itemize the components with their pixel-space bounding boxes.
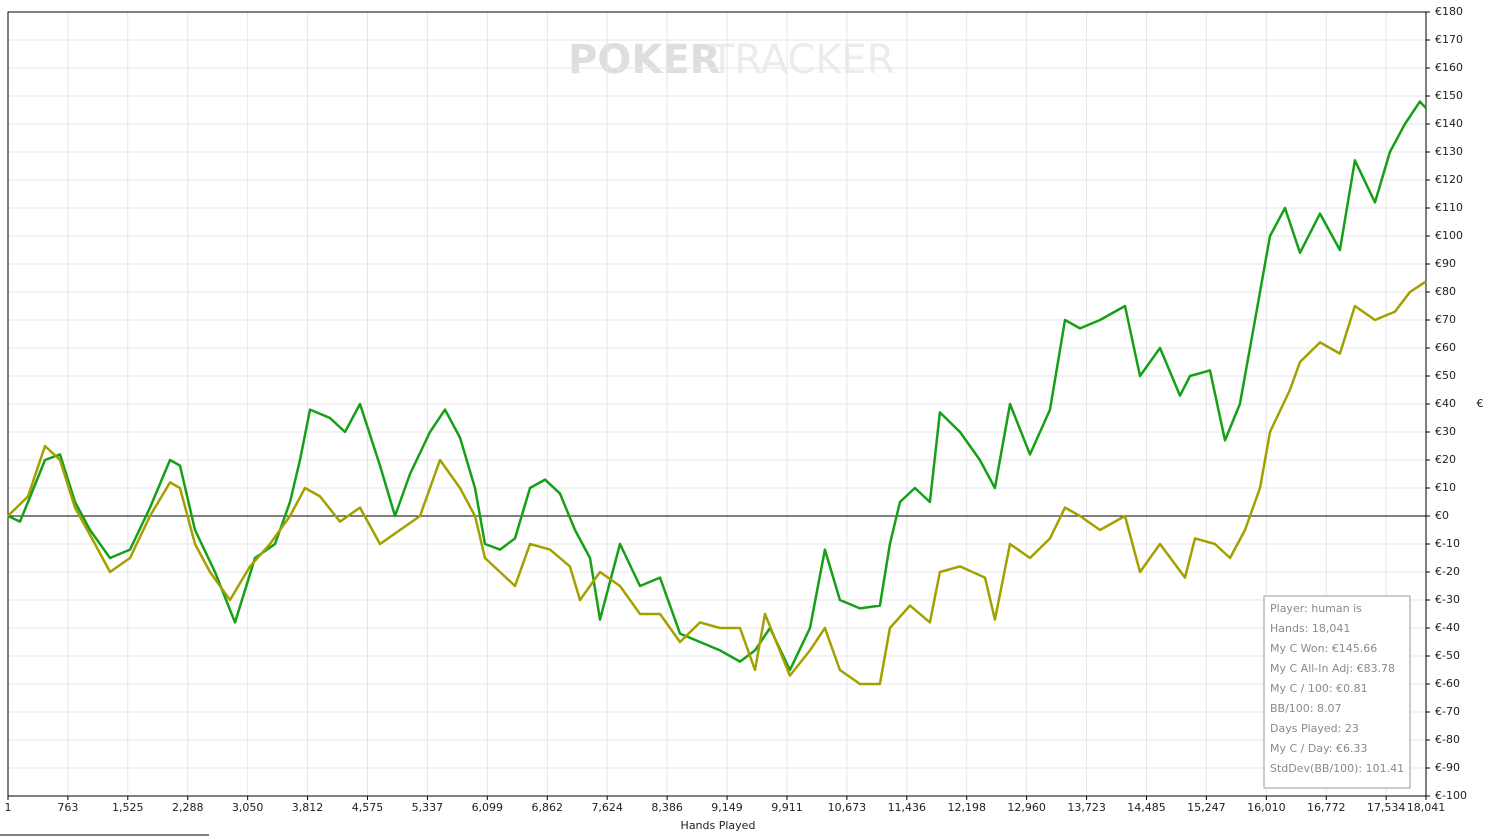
y-tick-label: €-30 [1435,593,1460,606]
y-tick-label: €90 [1435,257,1456,270]
y-tick-label: €150 [1435,89,1463,102]
x-tick-label: 15,247 [1187,801,1226,814]
y-tick-label: €10 [1435,481,1456,494]
series-line [7,100,1427,672]
plot-border [7,11,1427,797]
x-tick-label: 1,525 [112,801,144,814]
series-line [7,280,1427,686]
y-tick-label: €-70 [1435,705,1460,718]
y-tick-label: €120 [1435,173,1463,186]
x-tick-label: 17,534 [1367,801,1406,814]
x-tick-label: 6,099 [472,801,504,814]
x-tick-label: 1 [5,801,12,814]
x-tick-label: 3,812 [292,801,324,814]
x-tick-label: 12,960 [1007,801,1046,814]
x-tick-label: 4,575 [352,801,384,814]
x-tick-label: 14,485 [1127,801,1166,814]
y-tick-label: €80 [1435,285,1456,298]
y-tick-label: €-10 [1435,537,1460,550]
y-tick-label: €40 [1435,397,1456,410]
y-tick-label: €60 [1435,341,1456,354]
stats-box [1263,595,1411,789]
x-tick-label: 11,436 [888,801,927,814]
x-tick-label: 13,723 [1067,801,1106,814]
y-tick-label: €30 [1435,425,1456,438]
stats-text: BB/100: 8.07 [1270,702,1342,715]
x-tick-label: 9,149 [711,801,743,814]
y-axis-label: € [1477,397,1484,410]
x-tick-label: 3,050 [232,801,264,814]
stats-text: Hands: 18,041 [1270,622,1350,635]
stats-text: My C All-In Adj: €83.78 [1270,662,1395,675]
y-tick-label: €-100 [1435,789,1467,802]
y-tick-label: €-50 [1435,649,1460,662]
x-tick-label: 16,772 [1307,801,1346,814]
y-tick-label: €160 [1435,61,1463,74]
y-tick-label: €-40 [1435,621,1460,634]
x-tick-label: 18,041 [1407,801,1446,814]
y-tick-label: €-60 [1435,677,1460,690]
x-tick-label: 16,010 [1247,801,1286,814]
y-tick-label: €130 [1435,145,1463,158]
y-tick-label: €170 [1435,33,1463,46]
stats-text: Days Played: 23 [1270,722,1359,735]
x-tick-label: 8,386 [651,801,683,814]
y-tick-label: €50 [1435,369,1456,382]
stats-text: My C / 100: €0.81 [1270,682,1368,695]
y-tick-label: €140 [1435,117,1463,130]
y-tick-label: €110 [1435,201,1463,214]
stats-text: StdDev(BB/100): 101.41 [1270,762,1404,775]
x-tick-label: 6,862 [532,801,564,814]
y-tick-label: €180 [1435,5,1463,18]
x-axis-label: Hands Played [681,819,756,832]
watermark: POKER [568,37,720,83]
y-tick-label: €0 [1435,509,1449,522]
x-tick-label: 10,673 [828,801,867,814]
y-tick-label: €100 [1435,229,1463,242]
y-tick-label: €-20 [1435,565,1460,578]
stats-text: My C / Day: €6.33 [1270,742,1368,755]
stats-text: Player: human is [1270,602,1362,615]
watermark: TRACKER [709,37,895,83]
stats-text: My C Won: €145.66 [1270,642,1377,655]
x-tick-label: 7,624 [591,801,623,814]
x-tick-label: 12,198 [947,801,986,814]
y-tick-label: €20 [1435,453,1456,466]
x-tick-label: 9,911 [771,801,803,814]
x-tick-label: 5,337 [412,801,444,814]
x-tick-label: 2,288 [172,801,204,814]
y-tick-label: €-80 [1435,733,1460,746]
y-tick-label: €-90 [1435,761,1460,774]
y-tick-label: €70 [1435,313,1456,326]
x-tick-label: 763 [57,801,78,814]
